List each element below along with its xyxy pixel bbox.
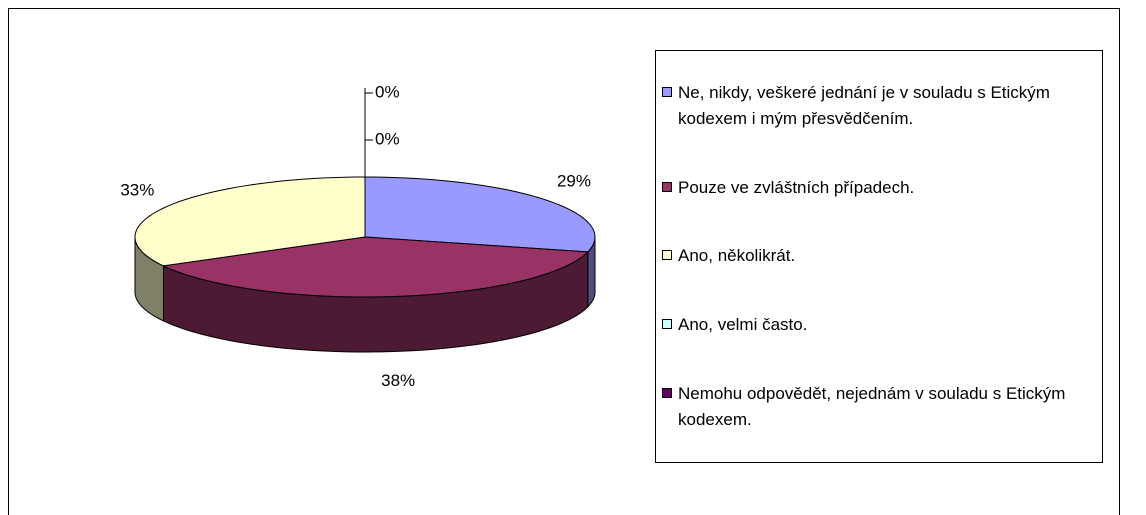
- frame: [8, 8, 1120, 515]
- legend-label: Nemohu odpovědět, nejednám v souladu s E…: [678, 383, 1066, 429]
- legend-swatch: [662, 87, 672, 98]
- legend-item: Ne, nikdy, veškeré jednání je v souladu …: [662, 80, 1096, 132]
- legend-item: Ano, velmi často.: [662, 312, 1096, 338]
- pie-slice: [364, 176, 596, 253]
- data-label: 0%: [375, 129, 400, 148]
- legend-swatch: [662, 250, 672, 261]
- pie-slice: [161, 236, 589, 298]
- data-label: 33%: [120, 181, 154, 200]
- legend-item: Nemohu odpovědět, nejednám v souladu s E…: [662, 381, 1096, 433]
- data-label: 0%: [375, 82, 400, 101]
- data-label: 29%: [557, 171, 591, 190]
- legend-label: Ne, nikdy, veškeré jednání je v souladu …: [678, 83, 1050, 129]
- legend: Ne, nikdy, veškeré jednání je v souladu …: [655, 50, 1103, 463]
- legend-label: Ano, několikrát.: [678, 246, 796, 266]
- data-label: 38%: [381, 371, 415, 390]
- legend-label: Ano, velmi často.: [678, 315, 808, 335]
- legend-swatch: [662, 387, 672, 398]
- legend-item: Ano, několikrát.: [662, 243, 1096, 269]
- legend-item: Pouze ve zvláštních případech.: [662, 175, 1096, 201]
- legend-swatch: [662, 181, 672, 192]
- legend-swatch: [662, 319, 672, 330]
- legend-label: Pouze ve zvláštních případech.: [678, 177, 915, 197]
- pie-slice: [134, 176, 366, 267]
